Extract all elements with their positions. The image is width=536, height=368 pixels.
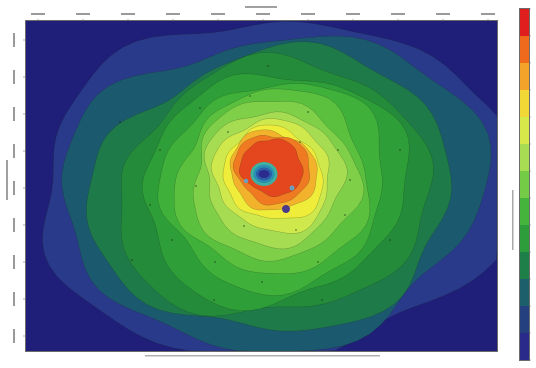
sample-point	[399, 149, 401, 151]
colorbar-segment	[520, 90, 529, 118]
y-tick-label	[13, 107, 15, 121]
sample-point	[249, 95, 251, 97]
secondary-low-3	[243, 178, 249, 184]
sample-point	[389, 239, 391, 241]
x-tick-label	[211, 13, 225, 15]
sample-point	[195, 185, 197, 187]
sample-point	[171, 239, 173, 241]
sample-point	[227, 131, 229, 133]
sample-point	[267, 65, 269, 67]
y-tick-label	[13, 255, 15, 269]
y-tick-label	[13, 144, 15, 158]
plot-border	[25, 20, 498, 352]
colorbar-segment	[520, 279, 529, 307]
sample-point	[307, 111, 309, 113]
x-tick-label	[31, 13, 45, 15]
colorbar-segment	[520, 306, 529, 334]
y-tick-label	[13, 292, 15, 306]
sample-point	[295, 229, 297, 231]
colorbar-segment	[520, 117, 529, 145]
x-tick-label	[301, 13, 315, 15]
y-tick-label	[13, 329, 15, 343]
x-axis-ticks	[31, 6, 495, 357]
colorbar-segment	[520, 171, 529, 199]
sample-point	[119, 121, 121, 123]
y-axis-title-mark	[6, 160, 8, 200]
x-tick-label	[391, 13, 405, 15]
y-tick-label	[13, 33, 15, 47]
sample-point	[337, 149, 339, 151]
x-axis-bottom-mark	[145, 355, 380, 357]
colorbar-border	[519, 8, 530, 361]
colorbar-segment	[520, 36, 529, 64]
x-tick-label	[76, 13, 90, 15]
sample-point	[261, 281, 263, 283]
sample-point	[321, 299, 323, 301]
colorbar-segment	[520, 63, 529, 91]
core-ring-4	[258, 170, 270, 178]
x-axis-title-mark	[245, 6, 277, 8]
y-tick-label	[13, 70, 15, 84]
y-axis-ticks	[6, 33, 26, 343]
sample-point	[159, 149, 161, 151]
sample-point	[243, 225, 245, 227]
colorbar-segment	[520, 225, 529, 253]
colorbar-segment	[520, 252, 529, 280]
y-tick-label	[13, 181, 15, 195]
sample-point	[344, 214, 346, 216]
colorbar-segment	[520, 198, 529, 226]
sample-point	[317, 261, 319, 263]
colorbar-title-mark	[512, 190, 514, 250]
x-tick-label	[166, 13, 180, 15]
colorbar	[512, 8, 531, 361]
x-tick-label	[121, 13, 135, 15]
colorbar-segment	[520, 9, 529, 37]
plot-area	[26, 21, 498, 352]
colorbar-segment	[520, 144, 529, 172]
secondary-low-1	[282, 205, 290, 213]
sample-point	[213, 299, 215, 301]
colorbar-segment	[520, 333, 529, 361]
secondary-low-2	[289, 185, 295, 191]
x-tick-label	[256, 13, 270, 15]
x-tick-label	[436, 13, 450, 15]
sample-point	[299, 141, 301, 143]
sample-point	[149, 204, 151, 206]
sample-point	[349, 179, 351, 181]
x-tick-label	[481, 13, 495, 15]
y-tick-label	[13, 218, 15, 232]
sample-point	[199, 107, 201, 109]
sample-point	[131, 259, 133, 261]
sample-point	[214, 261, 216, 263]
x-tick-label	[346, 13, 360, 15]
